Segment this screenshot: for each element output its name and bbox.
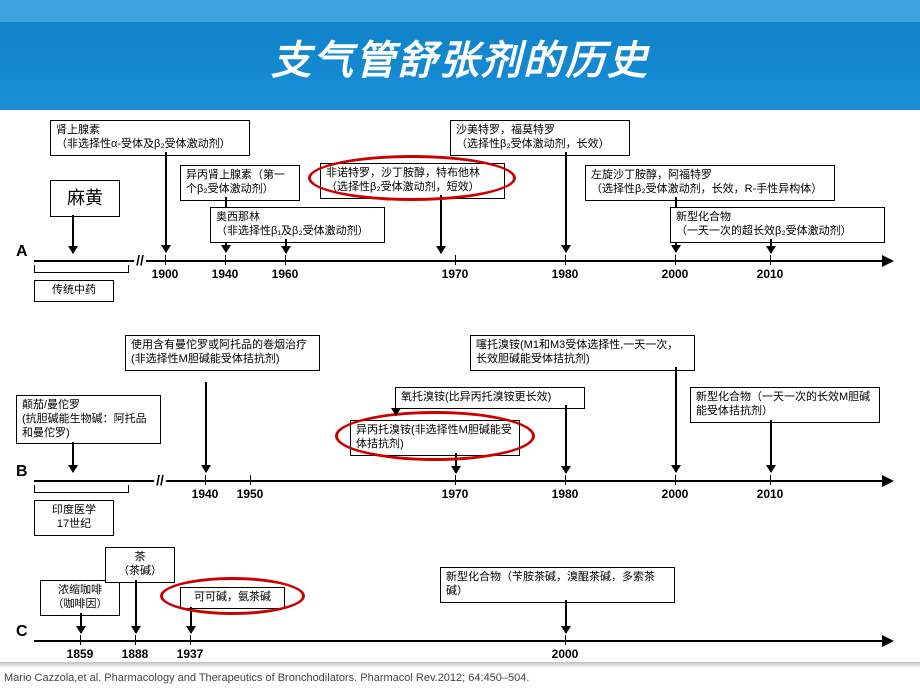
- arrow: [565, 405, 567, 473]
- arrow: [205, 382, 207, 472]
- tick-label: 1960: [272, 267, 299, 281]
- arrow: [72, 442, 74, 472]
- box-adrenaline: 肾上腺素 （非选择性α-受体及β₂受体激动剂）: [50, 120, 250, 156]
- bracket: [34, 265, 129, 273]
- box-coffee: 浓缩咖啡 （咖啡因）: [40, 580, 120, 616]
- arrow: [72, 215, 74, 253]
- tick-label: 1980: [552, 487, 579, 501]
- tick-label: 1980: [552, 267, 579, 281]
- tick-label: 2000: [552, 647, 579, 661]
- box-novel-a: 新型化合物 （一天一次的超长效β₂受体激动剂）: [670, 207, 885, 243]
- box-tiotropium: 噻托溴铵(M1和M3受体选择性,一天一次，长效胆碱能受体拮抗剂): [470, 335, 695, 371]
- page-title: 支气管舒张剂的历史: [0, 28, 920, 86]
- box-salmeterol: 沙美特罗，福莫特罗 （选择性β₂受体激动剂，长效）: [450, 120, 630, 156]
- tick-label: 1900: [152, 267, 179, 281]
- box-isoprenaline: 异丙肾上腺素（第一个β₂受体激动剂）: [180, 165, 300, 201]
- arrow: [165, 152, 167, 252]
- tick: [565, 255, 566, 265]
- tick: [565, 475, 566, 485]
- box-oxitropium: 氧托溴铵(比异丙托溴铵更长效): [395, 387, 585, 409]
- tick: [165, 255, 166, 265]
- citation: Mario Cazzola,et al. Pharmacology and Th…: [4, 672, 529, 684]
- box-novel-c: 新型化合物（苄胺茶碱，溴醌茶碱，多索茶碱）: [440, 567, 675, 603]
- tick: [250, 475, 251, 485]
- tick-label: 2010: [757, 267, 784, 281]
- axis-a: [34, 260, 884, 262]
- tick: [770, 255, 771, 265]
- tick: [135, 635, 136, 645]
- tick-label: 1970: [442, 267, 469, 281]
- tick: [205, 475, 206, 485]
- bracket: [34, 485, 129, 493]
- tick-label: 1940: [192, 487, 219, 501]
- tick-label: 1940: [212, 267, 239, 281]
- tick: [225, 255, 226, 265]
- tick: [675, 255, 676, 265]
- arrow: [80, 613, 82, 633]
- footer-shadow: [0, 662, 920, 668]
- tick-label: 2000: [662, 487, 689, 501]
- tick: [565, 635, 566, 645]
- tick: [190, 635, 191, 645]
- tick-label: 1970: [442, 487, 469, 501]
- box-traditional: 传统中药: [34, 280, 114, 302]
- header-stripe: [0, 0, 920, 22]
- tick: [80, 635, 81, 645]
- arrow: [565, 152, 567, 252]
- arrow: [440, 195, 442, 253]
- arrow: [770, 239, 772, 253]
- timeline-diagram: A // 1900 1940 1960 1970 1980 2000 2010 …: [10, 115, 910, 660]
- section-label-b: B: [16, 463, 28, 481]
- tick: [285, 255, 286, 265]
- box-datura: 颠茄/曼佗罗 (抗胆碱能生物碱：阿托品和曼佗罗): [16, 395, 161, 444]
- header-band: 支气管舒张剂的历史: [0, 0, 920, 110]
- axis-break: //: [134, 252, 146, 268]
- highlight-ellipse: [308, 155, 516, 201]
- axis-break: //: [154, 472, 166, 488]
- tick-label: 1859: [67, 647, 94, 661]
- highlight-ellipse: [160, 577, 305, 615]
- tick-label: 2010: [757, 487, 784, 501]
- section-label-c: C: [16, 623, 28, 641]
- box-levalbuterol: 左旋沙丁胺醇，阿福特罗 （选择性β₂受体激动剂，长效，R-手性异构体）: [585, 165, 835, 201]
- box-cigarette: 使用含有曼佗罗或阿托品的卷烟治疗(非选择性M胆碱能受体拮抗剂): [125, 335, 320, 371]
- tick-label: 1950: [237, 487, 264, 501]
- arrow: [770, 420, 772, 472]
- highlight-ellipse: [335, 411, 535, 461]
- arrow: [135, 580, 137, 633]
- tick: [455, 475, 456, 485]
- tick: [455, 255, 456, 265]
- box-mahuang: 麻黄: [50, 180, 120, 217]
- box-novel-b: 新型化合物（一天一次的长效M胆碱能受体拮抗剂）: [690, 387, 880, 423]
- box-india: 印度医学 17世纪: [34, 500, 114, 536]
- tick-label: 1888: [122, 647, 149, 661]
- arrow: [285, 239, 287, 253]
- box-orciprenaline: 奥西那林 （非选择性β₁及β₂受体激动剂）: [210, 207, 385, 243]
- tick: [770, 475, 771, 485]
- tick-label: 2000: [662, 267, 689, 281]
- arrow: [675, 367, 677, 472]
- arrow: [565, 600, 567, 633]
- axis-c: [34, 640, 884, 642]
- box-tea: 茶 （茶碱）: [105, 547, 175, 583]
- tick-label: 1937: [177, 647, 204, 661]
- tick: [675, 475, 676, 485]
- section-label-a: A: [16, 243, 28, 261]
